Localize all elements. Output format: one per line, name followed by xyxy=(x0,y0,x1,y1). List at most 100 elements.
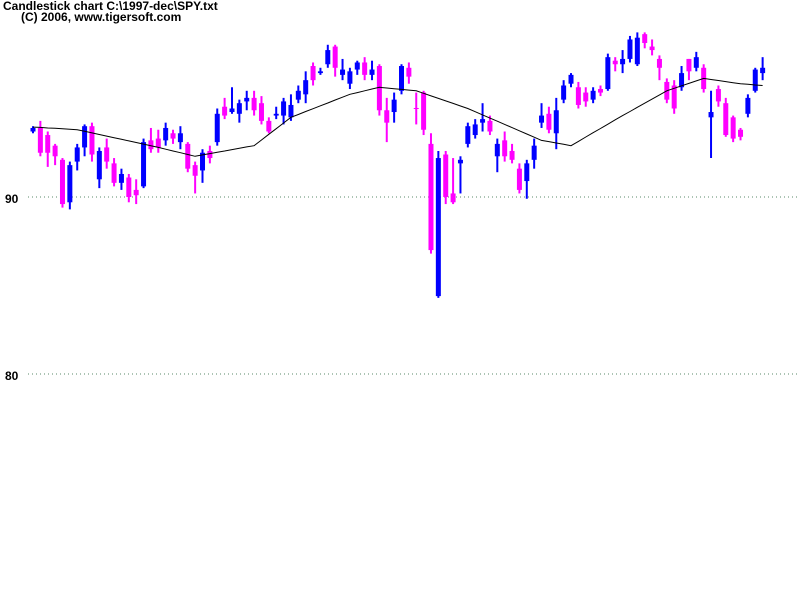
candle-body xyxy=(325,50,331,65)
candle-body xyxy=(185,143,191,169)
candle-body xyxy=(317,71,323,74)
candle-body xyxy=(428,143,434,251)
candle-body xyxy=(37,127,43,153)
candle-body xyxy=(340,69,346,75)
candle-body xyxy=(384,110,390,123)
candle-body xyxy=(443,154,449,197)
candle-body xyxy=(568,74,574,84)
candle-body xyxy=(214,113,220,143)
candle-body xyxy=(177,133,183,143)
candle-body xyxy=(708,112,714,118)
candle-body xyxy=(45,135,51,153)
candle-body xyxy=(89,126,95,155)
candle-body xyxy=(553,110,559,134)
candle-body xyxy=(118,173,124,183)
candle-body xyxy=(760,67,766,74)
candle-body xyxy=(126,177,132,197)
candle-body xyxy=(200,152,206,171)
candle-body xyxy=(487,120,493,132)
candle-body xyxy=(413,107,419,109)
candle-body xyxy=(67,165,73,203)
candle-body xyxy=(310,66,316,81)
candle-body xyxy=(679,73,685,88)
candle-body xyxy=(207,150,213,159)
candle-body xyxy=(251,97,257,111)
candle-body xyxy=(546,113,552,130)
candle-body xyxy=(244,97,250,102)
candle-body xyxy=(745,97,751,114)
candle-body xyxy=(561,85,567,100)
candle-body xyxy=(509,150,515,160)
candle-body xyxy=(693,57,699,68)
candle-body xyxy=(649,46,655,51)
candle-body xyxy=(435,158,441,297)
candle-body xyxy=(627,39,633,59)
candle-body xyxy=(148,140,154,150)
candle-body xyxy=(399,66,404,91)
candle-body xyxy=(656,58,662,68)
candle-body xyxy=(391,99,397,113)
candle-body xyxy=(634,37,640,65)
candle-body xyxy=(752,69,758,91)
candle-body xyxy=(723,103,729,136)
candle-body xyxy=(141,142,147,187)
candle-body xyxy=(52,145,58,157)
candle-body xyxy=(738,129,744,137)
candle-body xyxy=(472,124,478,136)
candle-body xyxy=(82,126,88,148)
y-tick-label: 80 xyxy=(5,369,19,383)
candle-body xyxy=(236,103,242,114)
candle-body xyxy=(288,104,294,118)
candle-body xyxy=(524,163,530,182)
candle-body xyxy=(104,147,110,162)
candle-body xyxy=(347,71,353,84)
y-tick-label: 90 xyxy=(5,192,19,206)
candle-body xyxy=(303,80,309,95)
moving-average-line xyxy=(32,77,763,157)
candle-body xyxy=(258,103,264,121)
candle-body xyxy=(133,189,139,196)
candle-body xyxy=(281,101,287,116)
candle-body xyxy=(74,147,80,162)
candle-body xyxy=(273,113,279,116)
candle-body xyxy=(671,85,677,109)
candle-body xyxy=(354,62,360,70)
candle-body xyxy=(369,69,375,75)
candle-body xyxy=(605,57,611,90)
candle-body xyxy=(450,193,456,203)
candle-body xyxy=(516,168,522,190)
candle-body xyxy=(332,46,338,68)
candle-body xyxy=(642,34,648,44)
candle-body xyxy=(620,58,626,65)
candle-body xyxy=(575,87,581,105)
candle-body xyxy=(480,119,486,123)
chart-subtitle: (C) 2006, www.tigersoft.com xyxy=(21,10,181,24)
candle-body xyxy=(457,159,463,164)
candle-body xyxy=(686,58,692,72)
candle-body xyxy=(539,115,545,123)
candle-body xyxy=(266,120,272,132)
candle-body xyxy=(583,92,589,102)
candle-body xyxy=(295,90,301,100)
candle-body xyxy=(715,89,721,102)
candle-body xyxy=(502,140,508,157)
candle-body xyxy=(222,106,228,116)
candle-body xyxy=(494,143,500,157)
candle-body xyxy=(163,127,169,141)
candle-body xyxy=(155,138,161,148)
candle-body xyxy=(406,67,412,77)
candle-body xyxy=(531,145,537,160)
candle-body xyxy=(597,89,603,93)
candle-body xyxy=(465,126,471,144)
candle-body xyxy=(362,62,368,75)
candle-body xyxy=(730,117,736,139)
candle-body xyxy=(376,66,382,111)
candle-body xyxy=(30,127,36,132)
candle-body xyxy=(192,165,198,176)
candle-body xyxy=(59,159,65,205)
candle-body xyxy=(229,108,235,113)
chart-title: Candlestick chart C:\1997-dec\SPY.txt xyxy=(3,0,218,13)
candle-body xyxy=(421,92,427,130)
candle-body xyxy=(96,150,102,180)
